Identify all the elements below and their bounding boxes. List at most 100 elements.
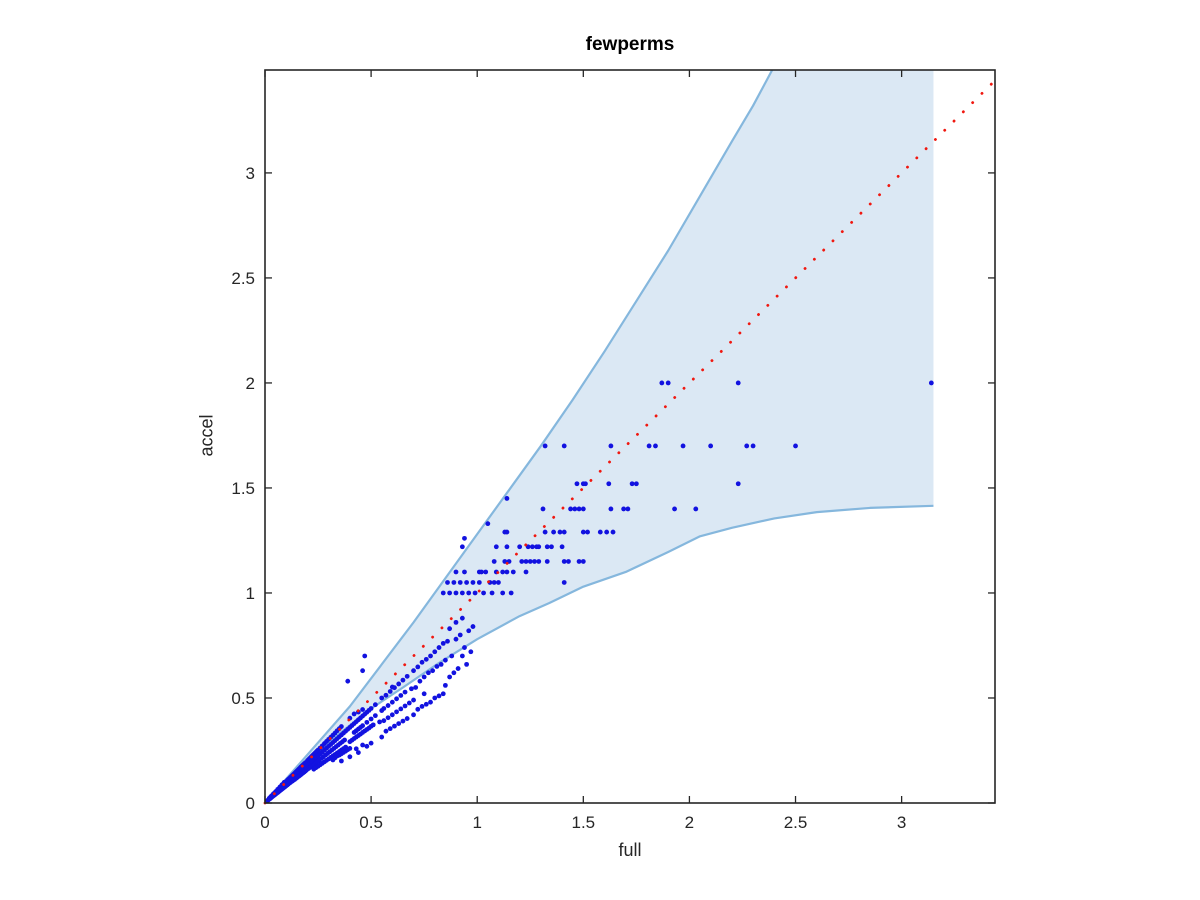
x-tick-label: 2 bbox=[685, 813, 694, 832]
data-point bbox=[368, 716, 374, 722]
data-point bbox=[583, 481, 588, 487]
data-point bbox=[485, 521, 491, 527]
data-point bbox=[419, 659, 425, 665]
data-point bbox=[385, 715, 391, 721]
data-point bbox=[392, 723, 397, 729]
data-point bbox=[436, 645, 442, 650]
data-point bbox=[396, 721, 402, 727]
data-point bbox=[566, 559, 571, 564]
data-point bbox=[489, 590, 495, 596]
x-tick-label: 3 bbox=[897, 813, 906, 832]
data-point bbox=[345, 678, 351, 684]
x-tick-label: 0 bbox=[260, 813, 269, 832]
data-point bbox=[464, 580, 469, 585]
data-point bbox=[453, 590, 459, 596]
data-point bbox=[527, 559, 533, 564]
data-point bbox=[680, 443, 686, 449]
data-point bbox=[453, 636, 459, 642]
data-point bbox=[625, 506, 631, 512]
data-point bbox=[447, 590, 453, 596]
data-point bbox=[409, 686, 414, 692]
data-point bbox=[504, 496, 510, 501]
data-point bbox=[338, 758, 344, 764]
data-point bbox=[459, 653, 465, 659]
y-tick-label: 0.5 bbox=[231, 689, 255, 708]
data-point bbox=[462, 645, 467, 650]
data-point bbox=[404, 673, 410, 679]
identity-line bbox=[263, 79, 997, 805]
data-point bbox=[379, 695, 385, 701]
data-point bbox=[372, 702, 378, 708]
data-point bbox=[421, 674, 427, 680]
data-point bbox=[608, 506, 614, 512]
data-point bbox=[561, 559, 567, 564]
confidence-band-fill bbox=[265, 70, 934, 803]
data-point bbox=[491, 580, 497, 585]
x-axis-label: full bbox=[618, 840, 642, 860]
data-point bbox=[338, 724, 344, 729]
data-point bbox=[665, 380, 671, 386]
data-point bbox=[481, 590, 486, 596]
data-point bbox=[370, 722, 376, 728]
y-tick-label: 3 bbox=[246, 164, 255, 183]
data-point bbox=[457, 580, 463, 585]
data-point bbox=[568, 506, 573, 512]
data-point bbox=[432, 649, 438, 655]
data-point bbox=[735, 481, 741, 487]
y-tick-label: 2.5 bbox=[231, 269, 255, 288]
data-point bbox=[633, 481, 639, 487]
data-point bbox=[572, 506, 578, 512]
data-point bbox=[406, 700, 412, 706]
data-point bbox=[440, 691, 446, 697]
data-point bbox=[597, 529, 603, 535]
data-point bbox=[735, 380, 741, 386]
data-point bbox=[476, 580, 482, 585]
data-point bbox=[423, 656, 429, 662]
data-point bbox=[523, 569, 529, 575]
data-point bbox=[385, 703, 391, 708]
data-point bbox=[580, 529, 586, 535]
data-point bbox=[445, 638, 450, 644]
data-point bbox=[542, 529, 548, 535]
confidence-band bbox=[264, 69, 934, 804]
data-point bbox=[576, 506, 582, 512]
data-point bbox=[610, 529, 616, 535]
y-axis-label: accel bbox=[196, 414, 217, 457]
data-point bbox=[468, 649, 474, 655]
data-point bbox=[451, 670, 457, 676]
data-point bbox=[438, 661, 444, 667]
data-point bbox=[459, 615, 465, 621]
data-point bbox=[464, 661, 469, 667]
data-point bbox=[544, 559, 550, 564]
data-point bbox=[419, 703, 425, 709]
data-point bbox=[561, 529, 567, 535]
data-point bbox=[432, 695, 438, 701]
data-point bbox=[342, 737, 347, 743]
data-point bbox=[466, 590, 472, 596]
data-point bbox=[394, 709, 399, 715]
data-point bbox=[580, 559, 586, 564]
data-point bbox=[347, 754, 353, 760]
data-point bbox=[491, 559, 497, 564]
data-point bbox=[355, 750, 361, 755]
data-point bbox=[793, 443, 798, 449]
data-point bbox=[523, 559, 529, 564]
data-point bbox=[447, 626, 453, 632]
data-point bbox=[383, 692, 389, 698]
y-tick-label: 0 bbox=[246, 794, 255, 813]
data-point bbox=[394, 696, 399, 702]
data-point bbox=[510, 569, 516, 575]
data-point bbox=[398, 693, 404, 698]
data-point bbox=[459, 544, 465, 550]
data-point bbox=[442, 657, 448, 663]
data-point bbox=[551, 529, 557, 535]
data-point bbox=[402, 703, 408, 709]
data-point bbox=[364, 719, 370, 725]
data-point bbox=[381, 718, 387, 724]
data-point bbox=[387, 689, 393, 694]
data-point bbox=[436, 693, 442, 699]
data-point bbox=[504, 569, 510, 575]
data-point bbox=[360, 707, 366, 712]
